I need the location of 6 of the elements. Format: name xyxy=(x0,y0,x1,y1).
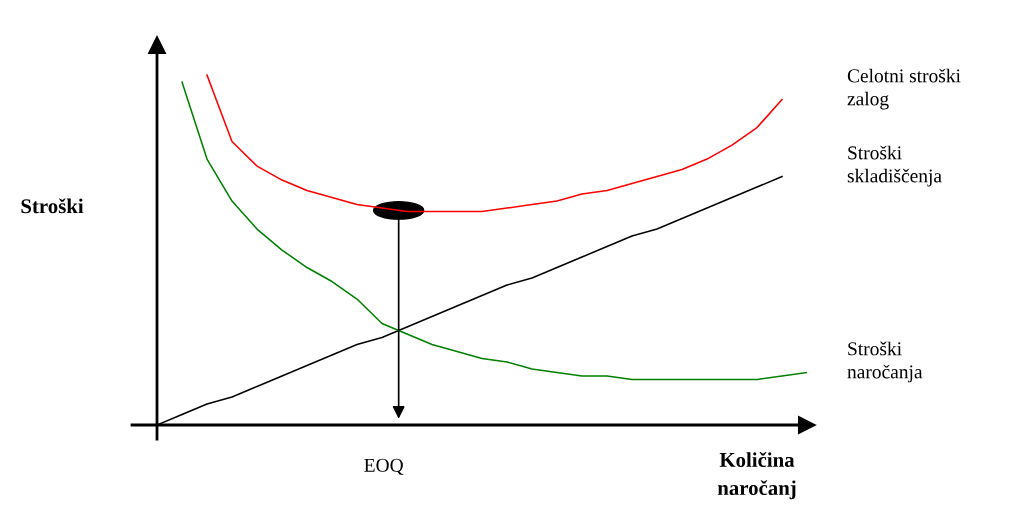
text: Celotni stroški zalog xyxy=(847,68,961,110)
text: Stroški skladiščenja xyxy=(847,145,942,187)
y-axis-title: Stroški xyxy=(21,198,84,214)
x-axis-title: Količina naročanj xyxy=(717,452,796,500)
text: EOQ xyxy=(364,458,404,475)
text: Stroški naročanja xyxy=(847,341,923,383)
